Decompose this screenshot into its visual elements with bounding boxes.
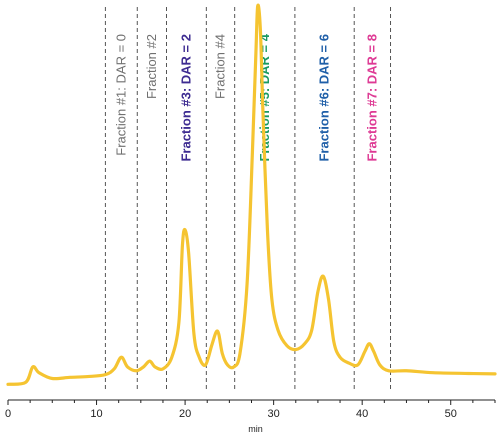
- chromatogram-trace: [6, 3, 497, 386]
- x-tick-label-30: 30: [268, 408, 280, 420]
- x-tick-label-20: 20: [179, 408, 191, 420]
- x-axis-label: min: [248, 424, 263, 434]
- fraction-label-1: Fraction #1: DAR = 0: [113, 34, 128, 156]
- x-tick-label-10: 10: [90, 408, 102, 420]
- x-axis-ticks: 0 10 20 30 40 50: [5, 400, 496, 420]
- x-tick-label-50: 50: [445, 408, 457, 420]
- fraction-label-6: Fraction #6: DAR = 6: [317, 34, 332, 162]
- fraction-dividers: [104, 7, 392, 392]
- fraction-label-2: Fraction #2: [144, 34, 159, 99]
- x-tick-label-0: 0: [5, 408, 11, 420]
- fraction-labels: Fraction #1: DAR = 0 Fraction #2 Fraction …: [113, 33, 379, 161]
- fraction-label-4: Fraction #4: [213, 34, 228, 99]
- fraction-label-7: Fraction #7: DAR = 8: [364, 34, 379, 162]
- fraction-label-3: Fraction #3: DAR = 2: [178, 34, 193, 162]
- x-tick-label-40: 40: [356, 408, 368, 420]
